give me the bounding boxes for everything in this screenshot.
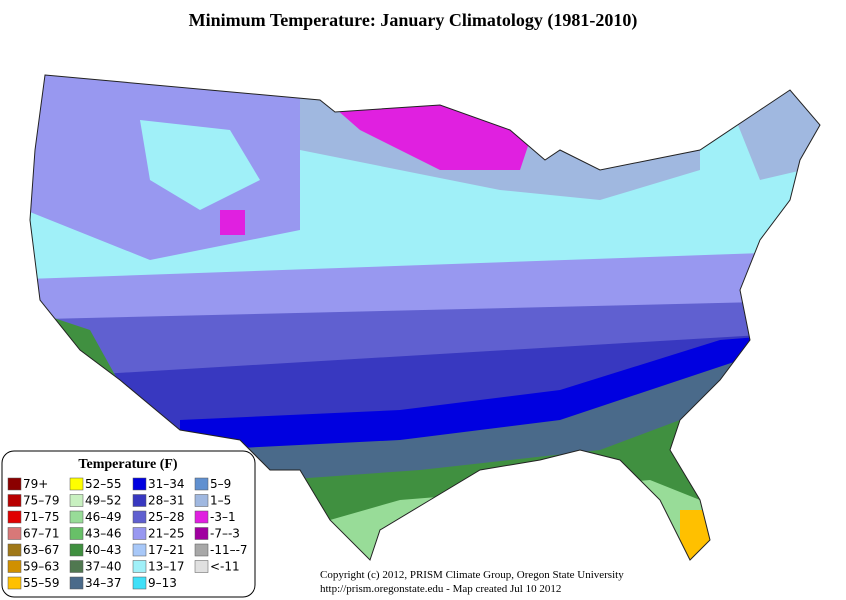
- legend-swatch: [7, 527, 22, 540]
- legend-swatch: [7, 477, 22, 491]
- legend-swatch: [132, 576, 147, 590]
- legend-label: 1–5: [210, 494, 231, 508]
- legend-label: 71–75: [23, 510, 60, 524]
- legend-label: 46–49: [85, 510, 122, 524]
- legend-swatch: [132, 494, 147, 507]
- legend-swatch: [7, 560, 22, 573]
- legend-swatch: [194, 477, 209, 491]
- legend-swatch: [69, 543, 84, 557]
- legend-swatch: [132, 477, 147, 491]
- legend-label: 59–63: [23, 560, 60, 574]
- legend-label: 43–46: [85, 527, 122, 541]
- legend-swatch: [194, 494, 209, 507]
- legend-label: 28–31: [148, 494, 185, 508]
- legend-swatch: [69, 527, 84, 540]
- legend-label: 31–34: [148, 477, 185, 491]
- legend-label: 49–52: [85, 494, 122, 508]
- legend-swatch: [7, 494, 22, 507]
- legend-label: 40–43: [85, 543, 122, 557]
- us-outline: [29, 74, 821, 561]
- legend-label: 67–71: [23, 527, 60, 541]
- legend: Temperature (F) 79+ 75–79 71–75 67–71 63–67 5…: [1, 450, 256, 598]
- legend-label: 55–59: [23, 576, 60, 590]
- legend-swatch: [69, 477, 84, 491]
- legend-label: 37–40: [85, 560, 122, 574]
- legend-swatch: [7, 576, 22, 590]
- legend-swatch: [194, 560, 209, 573]
- legend-swatch: [69, 560, 84, 573]
- legend-label: 5–9: [210, 477, 231, 491]
- legend-swatch: [7, 510, 22, 524]
- legend-label: 21–25: [148, 527, 185, 541]
- legend-label: <-11: [210, 560, 240, 574]
- legend-swatch: [194, 543, 209, 557]
- legend-label: -7–-3: [210, 527, 240, 541]
- legend-swatch: [132, 510, 147, 524]
- legend-label: 13–17: [148, 560, 185, 574]
- legend-swatch: [132, 560, 147, 573]
- legend-swatch: [69, 494, 84, 507]
- legend-swatch: [69, 576, 84, 590]
- legend-label: 52–55: [85, 477, 122, 491]
- legend-label: 75–79: [23, 494, 60, 508]
- legend-swatch: [194, 510, 209, 524]
- legend-swatch: [132, 527, 147, 540]
- legend-label: -3–1: [210, 510, 236, 524]
- legend-label: -11–-7: [210, 543, 248, 557]
- legend-label: 63–67: [23, 543, 60, 557]
- legend-label: 9–13: [148, 576, 177, 590]
- legend-swatch: [69, 510, 84, 524]
- legend-swatch: [132, 543, 147, 557]
- legend-swatch: [7, 543, 22, 557]
- legend-label: 25–28: [148, 510, 185, 524]
- legend-label: 79+: [23, 477, 48, 491]
- legend-box: [1, 450, 256, 598]
- map-title: Minimum Temperature: January Climatology…: [189, 10, 638, 31]
- legend-swatch: [194, 527, 209, 540]
- legend-label: 17–21: [148, 543, 185, 557]
- legend-label: 34–37: [85, 576, 122, 590]
- credit-line: http://prism.oregonstate.edu - Map creat…: [320, 583, 561, 595]
- credit-line: Copyright (c) 2012, PRISM Climate Group,…: [320, 569, 624, 581]
- legend-title: Temperature (F): [78, 457, 177, 472]
